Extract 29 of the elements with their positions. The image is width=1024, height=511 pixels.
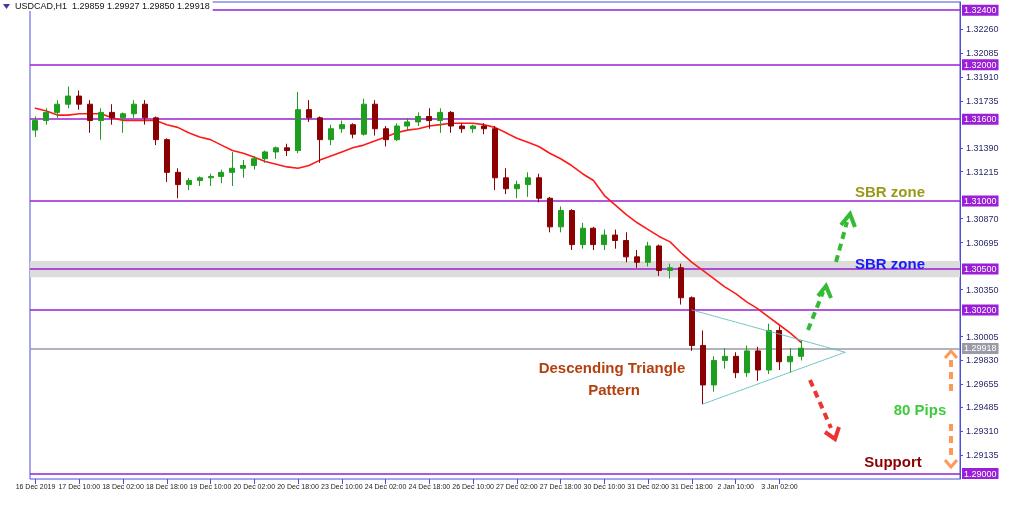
y-tick-label: 1.32085 — [966, 48, 999, 59]
y-tick-label: 1.30005 — [966, 331, 999, 342]
y-tick-label: 1.29310 — [966, 426, 999, 437]
annotation: 80 Pips — [893, 400, 947, 418]
ref-line-label: 1.29918 — [964, 343, 997, 354]
y-tick-label: 1.32260 — [966, 24, 999, 35]
y-tick-label: 1.30695 — [966, 237, 999, 248]
y-tick-label: 1.29135 — [966, 450, 999, 461]
annotation: SBR zone — [854, 254, 926, 272]
ref-line-label: 1.32000 — [964, 59, 997, 70]
ref-line-label: 1.30200 — [964, 305, 997, 316]
ref-line-label: 1.30500 — [964, 264, 997, 275]
y-tick-label: 1.29655 — [966, 379, 999, 390]
annotation: Descending Triangle Pattern — [538, 358, 686, 398]
chart-title: USDCAD,H1 1.29859 1.29927 1.29850 1.29918 — [15, 0, 210, 11]
ref-line-label: 1.31600 — [964, 114, 997, 125]
y-tick-label: 1.30350 — [966, 284, 999, 295]
ref-line-label: 1.29000 — [964, 468, 997, 479]
y-tick-label: 1.31390 — [966, 142, 999, 153]
annotation: Support — [864, 452, 922, 470]
y-tick-label: 1.29485 — [966, 402, 999, 413]
y-tick-label: 1.30870 — [966, 213, 999, 224]
y-tick-label: 1.31215 — [966, 166, 999, 177]
ref-line-label: 1.31000 — [964, 195, 997, 206]
annotation: SBR zone — [854, 182, 926, 200]
y-tick-label: 1.31735 — [966, 95, 999, 106]
ref-line-label: 1.32400 — [964, 5, 997, 16]
y-tick-label: 1.31910 — [966, 71, 999, 82]
y-tick-label: 1.29830 — [966, 355, 999, 366]
